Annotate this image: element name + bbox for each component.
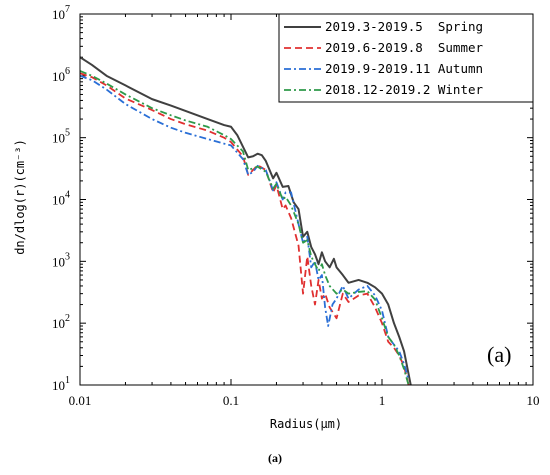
- figure-caption: (a): [268, 451, 282, 465]
- y-tick-label: 104: [52, 190, 70, 208]
- series-line: [79, 70, 410, 386]
- y-tick-label: 101: [52, 375, 70, 393]
- legend-label: 2019.3-2019.5 Spring: [325, 19, 483, 34]
- series-line: [79, 74, 410, 381]
- series-lines: [79, 56, 412, 386]
- y-tick-label: 106: [52, 66, 70, 84]
- legend-label: 2019.6-2019.8 Summer: [325, 40, 484, 55]
- x-tick-label: 0.01: [69, 393, 92, 408]
- y-axis-label: dn/dlog(r)(cm⁻³): [13, 139, 27, 255]
- y-tick-label: 103: [52, 251, 70, 269]
- y-tick-label: 105: [52, 128, 70, 146]
- x-tick-label: 10: [527, 393, 540, 408]
- x-tick-label: 0.1: [223, 393, 239, 408]
- y-tick-labels: 101 102 103 104 105 106 107: [52, 4, 70, 393]
- y-tick-label: 102: [52, 313, 70, 331]
- panel-label: (a): [487, 342, 511, 367]
- x-axis-label: Radius(μm): [270, 417, 342, 431]
- series-line: [79, 72, 410, 386]
- legend-box: [278, 13, 534, 103]
- legend: 2019.3-2019.5 Spring 2019.6-2019.8 Summer…: [278, 13, 534, 103]
- legend-label: 2019.9-2019.11 Autumn: [325, 61, 483, 76]
- legend-label: 2018.12-2019.2 Winter: [325, 82, 484, 97]
- y-tick-label: 107: [52, 4, 70, 22]
- x-tick-label: 1: [379, 393, 386, 408]
- series-line: [79, 56, 412, 386]
- x-tick-labels: 0.01 0.1 1 10: [69, 393, 540, 408]
